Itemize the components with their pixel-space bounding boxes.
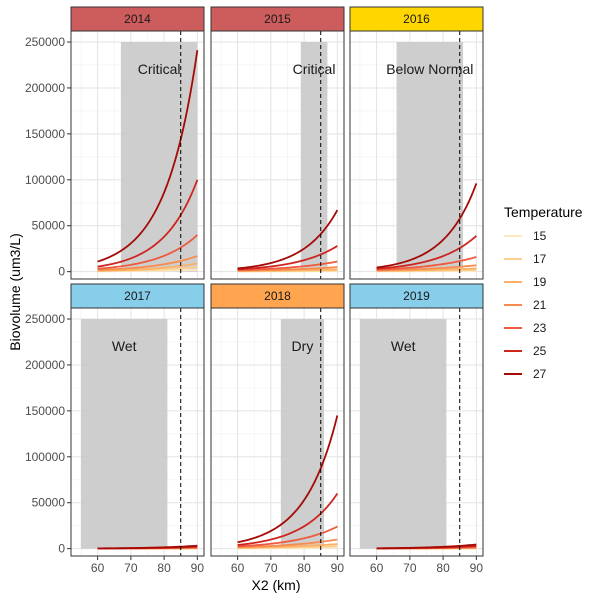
water-year-type-label: Critical	[138, 61, 181, 77]
water-year-type-label: Dry	[292, 338, 314, 354]
x-tick-label: 80	[157, 561, 171, 575]
water-year-type-label: Below Normal	[386, 61, 473, 77]
water-year-type-label: Wet	[112, 338, 137, 354]
y-tick-label: 50000	[32, 496, 66, 510]
y-tick-label: 50000	[32, 219, 66, 233]
facet-strip-label: 2016	[403, 12, 430, 26]
x-tick-label: 80	[297, 561, 311, 575]
facet-panel-2017: 2017 Wet 0 50000 100000 150000 200000 250000 60 7…	[25, 284, 204, 575]
facet-strip-label: 2015	[264, 12, 291, 26]
x-tick-label: 70	[264, 561, 278, 575]
y-tick-label: 250000	[25, 312, 65, 326]
y-axis-title: Biovolume (um3/L)	[7, 233, 23, 351]
y-tick-label: 100000	[25, 450, 65, 464]
y-tick-label: 200000	[25, 81, 65, 95]
water-year-type-label: Critical	[293, 61, 336, 77]
facet-strip-label: 2018	[264, 289, 291, 303]
facet-panel-2019: 2019 Wet 60 70 80 90	[350, 284, 483, 575]
y-tick-label: 0	[58, 265, 65, 279]
x-axis-title: X2 (km)	[252, 577, 301, 593]
x-tick-label: 70	[403, 561, 417, 575]
y-tick-label: 0	[58, 542, 65, 556]
facet-panel-2016: 2016 Below Normal	[350, 7, 483, 279]
x-tick-label: 90	[470, 561, 484, 575]
legend-title: Temperature	[504, 204, 583, 220]
facet-strip-label: 2019	[403, 289, 430, 303]
x-tick-label: 60	[231, 561, 245, 575]
x-tick-label: 70	[124, 561, 138, 575]
x-tick-label: 60	[91, 561, 105, 575]
x-tick-label: 90	[191, 561, 205, 575]
legend-label: 27	[533, 367, 547, 381]
facet-panel-2015: 2015 Critical	[211, 7, 344, 279]
legend-label: 17	[533, 252, 547, 266]
legend-label: 23	[533, 321, 547, 335]
y-tick-label: 150000	[25, 127, 65, 141]
x-tick-label: 60	[370, 561, 384, 575]
facet-panel-2014: 2014 Critical 0 50000 100000 150000 200000 2500…	[25, 7, 204, 279]
y-tick-label: 100000	[25, 173, 65, 187]
facet-panel-2018: 2018 Dry 60 70 80 90	[211, 284, 344, 575]
y-tick-label: 200000	[25, 358, 65, 372]
water-year-type-label: Wet	[391, 338, 416, 354]
legend-label: 21	[533, 298, 547, 312]
x-tick-label: 90	[331, 561, 345, 575]
y-tick-label: 250000	[25, 35, 65, 49]
legend-label: 15	[533, 229, 547, 243]
y-tick-label: 150000	[25, 404, 65, 418]
facet-strip-label: 2014	[124, 12, 151, 26]
x-tick-label: 80	[436, 561, 450, 575]
legend-label: 19	[533, 275, 547, 289]
legend: Temperature 15 17 19 21 23 25 27	[504, 204, 583, 381]
facet-strip-label: 2017	[124, 289, 151, 303]
legend-label: 25	[533, 344, 547, 358]
